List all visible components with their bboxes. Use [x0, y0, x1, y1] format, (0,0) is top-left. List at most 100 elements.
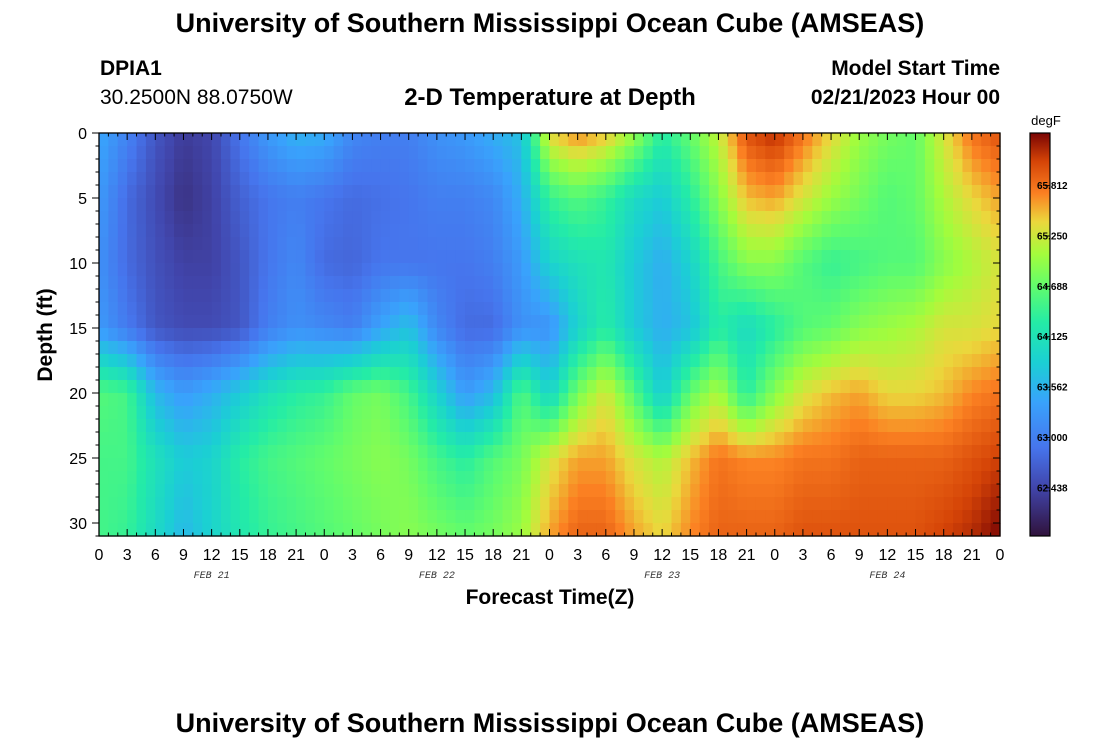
- heatmap-cell: [605, 133, 616, 147]
- heatmap-cell: [211, 497, 222, 511]
- heatmap-cell: [446, 146, 457, 160]
- heatmap-cell: [906, 458, 917, 472]
- heatmap-cell: [953, 276, 964, 290]
- heatmap-cell: [427, 211, 438, 225]
- heatmap-cell: [680, 302, 691, 316]
- heatmap-cell: [324, 380, 335, 394]
- heatmap-cell: [943, 185, 954, 199]
- heatmap-cell: [493, 159, 504, 173]
- heatmap-cell: [324, 146, 335, 160]
- heatmap-cell: [540, 419, 551, 433]
- x-tick-label: 12: [428, 547, 446, 564]
- heatmap-cell: [389, 315, 400, 329]
- heatmap-cell: [474, 328, 485, 342]
- heatmap-cell: [239, 458, 250, 472]
- heatmap-cell: [408, 497, 419, 511]
- heatmap-cell: [267, 341, 278, 355]
- heatmap-cell: [887, 432, 898, 446]
- heatmap-cell: [868, 419, 879, 433]
- heatmap-cell: [258, 445, 269, 459]
- heatmap-cell: [117, 302, 128, 316]
- heatmap-cell: [427, 484, 438, 498]
- heatmap-cell: [249, 315, 260, 329]
- heatmap-cell: [577, 211, 588, 225]
- heatmap-cell: [455, 172, 466, 186]
- heatmap-cell: [296, 354, 307, 368]
- heatmap-cell: [230, 471, 241, 485]
- heatmap-cell: [361, 263, 372, 277]
- heatmap-cell: [305, 133, 316, 147]
- heatmap-cell: [605, 380, 616, 394]
- heatmap-cell: [389, 237, 400, 251]
- heatmap-cell: [427, 354, 438, 368]
- heatmap-cell: [896, 458, 907, 472]
- heatmap-cell: [915, 315, 926, 329]
- heatmap-cell: [615, 510, 626, 524]
- heatmap-cell: [652, 445, 663, 459]
- heatmap-cell: [990, 432, 1001, 446]
- heatmap-cell: [615, 523, 626, 537]
- heatmap-cell: [371, 159, 382, 173]
- heatmap-cell: [896, 510, 907, 524]
- heatmap-cell: [568, 198, 579, 212]
- heatmap-cell: [267, 289, 278, 303]
- heatmap-cell: [183, 237, 194, 251]
- heatmap-cell: [493, 432, 504, 446]
- heatmap-cell: [990, 211, 1001, 225]
- heatmap-cell: [127, 419, 138, 433]
- heatmap-cell: [145, 185, 156, 199]
- heatmap-cell: [277, 328, 288, 342]
- heatmap-cell: [108, 432, 119, 446]
- heatmap-cell: [755, 328, 766, 342]
- heatmap-cell: [831, 367, 842, 381]
- heatmap-cell: [981, 458, 992, 472]
- heatmap-cell: [511, 406, 522, 420]
- heatmap-cell: [558, 471, 569, 485]
- heatmap-cell: [633, 471, 644, 485]
- heatmap-cell: [427, 497, 438, 511]
- heatmap-cell: [465, 250, 476, 264]
- heatmap-cell: [540, 484, 551, 498]
- heatmap-cell: [305, 263, 316, 277]
- heatmap-cell: [211, 263, 222, 277]
- heatmap-cell: [249, 198, 260, 212]
- heatmap-cell: [343, 510, 354, 524]
- heatmap-cell: [737, 354, 748, 368]
- heatmap-cell: [784, 328, 795, 342]
- heatmap-cell: [662, 198, 673, 212]
- heatmap-cell: [802, 393, 813, 407]
- heatmap-cell: [145, 419, 156, 433]
- heatmap-cell: [699, 458, 710, 472]
- heatmap-cell: [990, 445, 1001, 459]
- heatmap-cell: [727, 484, 738, 498]
- heatmap-cell: [99, 133, 109, 147]
- heatmap-cell: [906, 510, 917, 524]
- heatmap-cell: [343, 419, 354, 433]
- heatmap-cell: [164, 354, 175, 368]
- heatmap-cell: [962, 432, 973, 446]
- heatmap-cell: [192, 198, 203, 212]
- heatmap-cell: [587, 315, 598, 329]
- heatmap-cell: [249, 419, 260, 433]
- heatmap-cell: [230, 393, 241, 407]
- heatmap-cell: [305, 198, 316, 212]
- heatmap-cell: [859, 289, 870, 303]
- heatmap-cell: [399, 172, 410, 186]
- heatmap-cell: [924, 315, 935, 329]
- heatmap-cell: [605, 289, 616, 303]
- heatmap-cell: [699, 263, 710, 277]
- heatmap-cell: [389, 172, 400, 186]
- heatmap-cell: [568, 224, 579, 238]
- heatmap-cell: [493, 146, 504, 160]
- heatmap-cell: [831, 484, 842, 498]
- y-tick-label: 0: [78, 126, 87, 143]
- heatmap-cell: [230, 302, 241, 316]
- heatmap-cell: [652, 523, 663, 537]
- heatmap-cell: [709, 471, 720, 485]
- heatmap-cell: [521, 393, 532, 407]
- heatmap-cell: [145, 289, 156, 303]
- heatmap-cell: [418, 237, 429, 251]
- heatmap-cell: [765, 445, 776, 459]
- heatmap-cell: [361, 432, 372, 446]
- heatmap-cell: [962, 471, 973, 485]
